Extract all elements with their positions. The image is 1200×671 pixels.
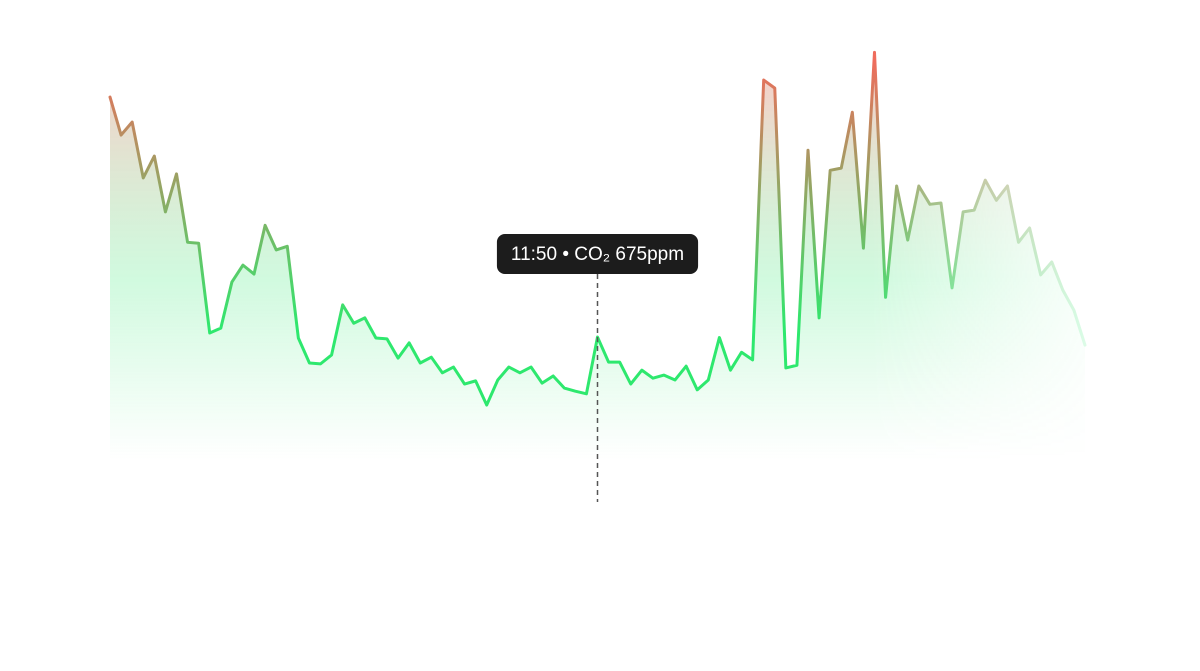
tooltip-text: 11:50 • CO₂ 675ppm (511, 244, 684, 265)
area (110, 52, 1085, 461)
tooltip-group: 11:50 • CO₂ 675ppm (496, 234, 699, 502)
tooltip-box (496, 234, 699, 274)
